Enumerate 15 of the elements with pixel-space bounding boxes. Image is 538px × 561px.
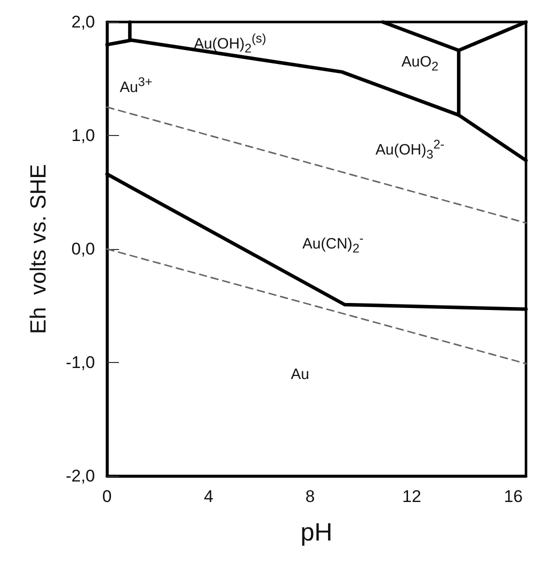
- annotation: AuO$_{2}$: [402, 54, 438, 74]
- y-tick-label: -2,0: [66, 466, 95, 486]
- x-tick-label: 16: [504, 487, 523, 506]
- y-tick-label: -1,0: [66, 353, 95, 372]
- y-axis-title: Eh volts vs. SHE: [26, 164, 50, 334]
- x-tick-label: 12: [402, 487, 422, 506]
- annotation: Au$^{3+}$: [120, 75, 152, 97]
- y-tick-label: 2,0: [71, 12, 95, 32]
- annotation: Au: [290, 366, 310, 384]
- y-tick-label: 0,0: [71, 240, 95, 258]
- x-tick-label: 4: [204, 487, 214, 506]
- y-tick-label: 1,0: [71, 126, 95, 145]
- x-tick-label: 8: [305, 487, 315, 506]
- x-axis-title: pH: [300, 518, 332, 546]
- x-tick-label: 0: [102, 487, 112, 506]
